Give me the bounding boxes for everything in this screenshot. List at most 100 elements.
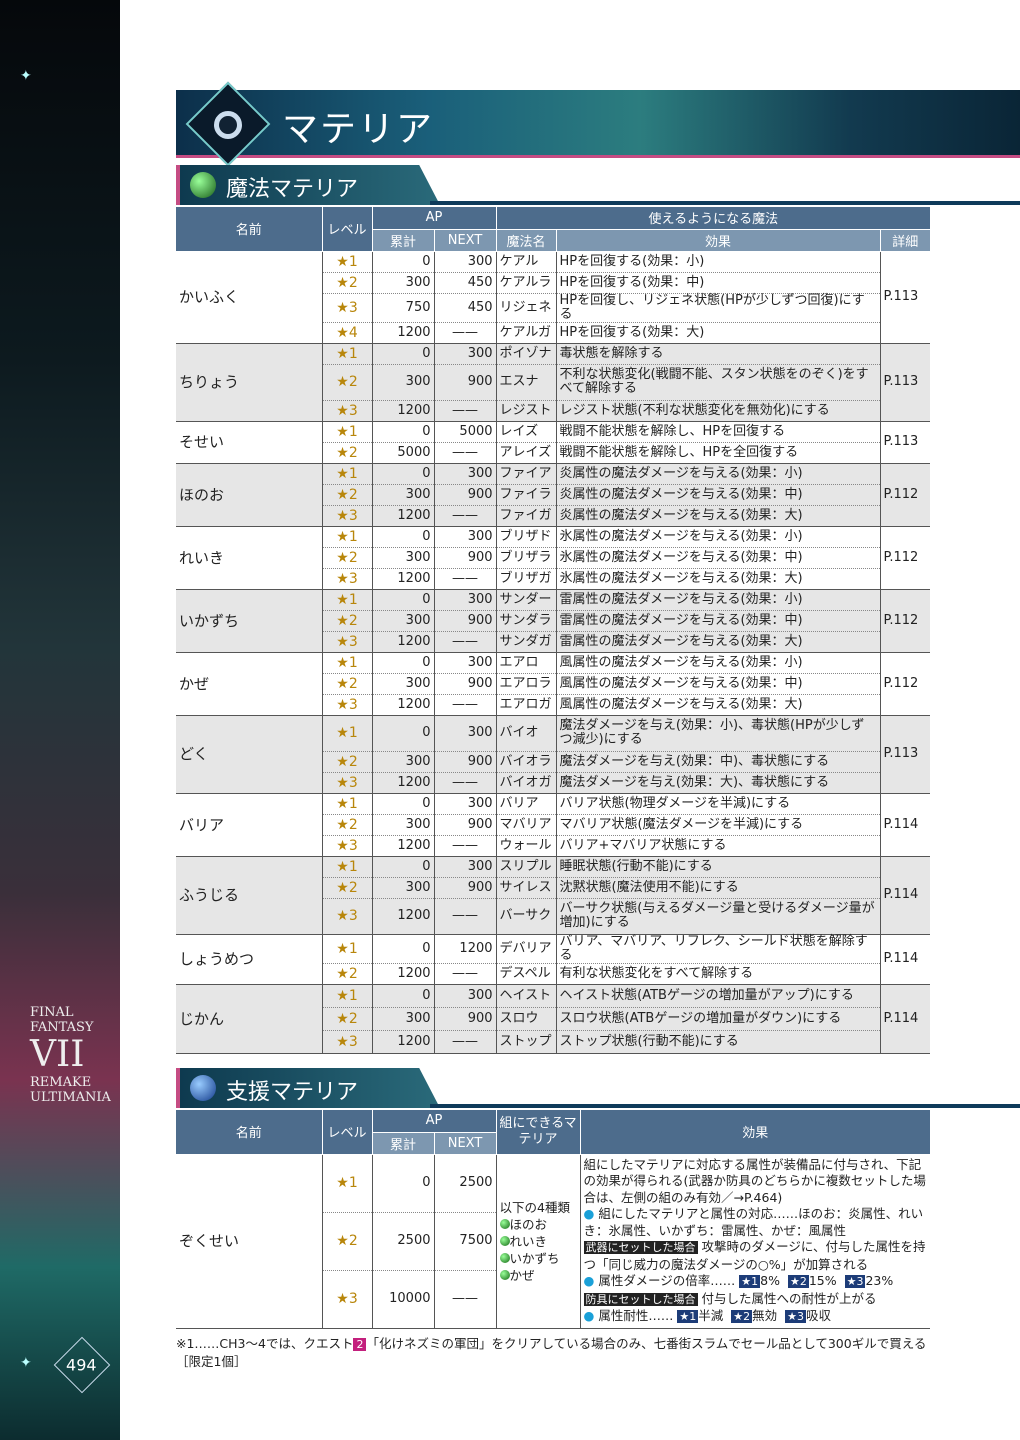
table-row: ★4 1200 —— ケアルガ HPを回復する(効果：大) (176, 322, 930, 344)
logo-line: REMAKE (30, 1075, 92, 1090)
ap-total: 750 (371, 293, 434, 323)
ap-next: 300 (433, 343, 497, 365)
table-row: ★2 5000 —— アレイズ 戦闘不能状態を解除し、HPを全回復する (176, 442, 930, 464)
materia-name: バリア (176, 793, 322, 857)
level: ★3 (321, 772, 372, 794)
table-row: どく ★1 0 300 バイオ 魔法ダメージを与え(効果：小)、毒状態(HPが少しずつ減少… (176, 715, 931, 794)
ap-total: 300 (371, 1007, 434, 1031)
ap-next: 900 (433, 547, 497, 569)
level: ★4 (321, 322, 372, 344)
level: ★3 (321, 568, 372, 590)
ap-total: 10000 (371, 1270, 434, 1329)
spell-name: ファイラ (495, 484, 557, 506)
spell-name: ウォール (495, 835, 557, 857)
ap-next: —— (433, 835, 497, 857)
spell-effect: 雷属性の魔法ダメージを与える(効果：小) (555, 589, 881, 611)
level: ★3 (321, 694, 372, 716)
ap-total: 300 (371, 547, 434, 569)
ap-next: —— (433, 694, 497, 716)
ap-total: 1200 (371, 631, 434, 653)
ap-next: 300 (433, 856, 497, 878)
ap-next: —— (433, 1270, 497, 1329)
level: ★1 (321, 421, 372, 443)
table-row: いかずち ★1 0 300 サンダー 雷属性の魔法ダメージを与える(効果：小) P.112 (176, 589, 931, 653)
table-row: ★2 300 900 スロウ スロウ状態(ATBゲージの増加量がダウン)にする (176, 1007, 930, 1031)
table-row: ★2 300 900 サンダラ 雷属性の魔法ダメージを与える(効果：中) (176, 610, 930, 632)
ap-next: 300 (433, 463, 497, 485)
level: ★1 (321, 251, 372, 273)
ap-next: 2500 (433, 1154, 497, 1213)
table-row: かぜ ★1 0 300 エアロ 風属性の魔法ダメージを与える(効果：小) P.112 (176, 652, 931, 716)
spell-effect: バーサク状態(与えるダメージ量と受けるダメージ量が増加)にする (555, 898, 881, 935)
ap-total: 0 (371, 1154, 434, 1213)
spell-effect: 雷属性の魔法ダメージを与える(効果：大) (555, 631, 881, 653)
spell-effect: 戦闘不能状態を解除し、HPを全回復する (555, 442, 881, 464)
spell-effect: 不利な状態変化(戦闘不能、スタン状態をのぞく)をすべて解除する (555, 364, 881, 401)
ap-total: 0 (371, 652, 434, 674)
level: ★3 (321, 505, 372, 527)
table-row: ★2 300 900 エスナ 不利な状態変化(戦闘不能、スタン状態をのぞく)をすべて解除… (176, 364, 930, 401)
spell-name: バイオラ (495, 751, 557, 773)
materia-name: ほのお (176, 463, 322, 527)
ap-next: 900 (433, 814, 497, 836)
level: ★3 (321, 400, 372, 422)
level: ★2 (321, 442, 372, 464)
level: ★3 (321, 1270, 372, 1329)
spell-name: ストップ (495, 1030, 557, 1054)
spell-name: リジェネ (495, 293, 557, 323)
detail-page: P.112 (879, 589, 931, 653)
ap-total: 300 (371, 877, 434, 899)
header-spells: 使えるようになる魔法 (495, 207, 931, 230)
ap-next: —— (433, 772, 497, 794)
materia-name: そせい (176, 421, 322, 464)
spell-effect: 睡眠状態(行動不能)にする (555, 856, 881, 878)
level: ★2 (321, 484, 372, 506)
spell-effect: 風属性の魔法ダメージを与える(効果：大) (555, 694, 881, 716)
spell-effect: 氷属性の魔法ダメージを与える(効果：中) (555, 547, 881, 569)
table-row: ★2 300 900 ファイラ 炎属性の魔法ダメージを与える(効果：中) (176, 484, 930, 506)
ap-next: —— (433, 400, 497, 422)
ap-total: 300 (371, 484, 434, 506)
table-row: じかん ★1 0 300 ヘイスト ヘイスト状態(ATBゲージの増加量がアップ)にする P.… (176, 984, 931, 1054)
weapon-badge: 武器にセットした場合 (583, 1241, 698, 1254)
ap-total: 300 (371, 610, 434, 632)
spell-name: サイレス (495, 877, 557, 899)
spell-name: バイオガ (495, 772, 557, 794)
magic-materia-header: 魔法マテリア (176, 165, 1020, 205)
header-name: 名前 (176, 207, 322, 252)
ap-total: 5000 (371, 442, 434, 464)
ap-next: 5000 (433, 421, 497, 443)
blue-materia-icon (190, 1075, 216, 1101)
detail-page: P.114 (879, 793, 931, 857)
ap-total: 1200 (371, 322, 434, 344)
header-name: 名前 (176, 1110, 322, 1155)
level: ★2 (321, 963, 372, 985)
spell-name: ケアルラ (495, 272, 557, 294)
ap-total: 1200 (371, 568, 434, 590)
spell-name: エアロラ (495, 673, 557, 695)
footnote: ※1……CH3～4では、クエスト 2 「化けネズミの軍団」をクリアしている場合のみ、… (176, 1336, 927, 1369)
ap-total: 2500 (371, 1212, 434, 1271)
green-materia-icon (499, 1269, 510, 1280)
spell-name: スリプル (495, 856, 557, 878)
pair-item: かぜ (499, 1267, 577, 1284)
ap-next: 900 (433, 673, 497, 695)
spell-name: ファイア (495, 463, 557, 485)
level: ★1 (321, 715, 372, 752)
table-row: ほのお ★1 0 300 ファイア 炎属性の魔法ダメージを与える(効果：小) P.112 (176, 463, 931, 527)
level: ★2 (321, 272, 372, 294)
level: ★2 (321, 1212, 372, 1271)
pair-item: れいき (499, 1233, 577, 1250)
ap-total: 0 (371, 856, 434, 878)
detail-page: P.112 (879, 526, 931, 590)
ap-total: 0 (371, 793, 434, 815)
ap-next: —— (433, 1030, 497, 1054)
ap-total: 300 (371, 814, 434, 836)
magic-materia-table: 名前 レベル AP 使えるようになる魔法 累計 NEXT 魔法名 効果 詳細 か… (176, 207, 931, 1054)
ap-total: 0 (371, 526, 434, 548)
spell-name: ポイゾナ (495, 343, 557, 365)
spell-effect: ストップ状態(行動不能)にする (555, 1030, 881, 1054)
ap-next: 300 (433, 526, 497, 548)
page-title-banner: マテリア (176, 81, 1020, 167)
table-row: ★3 1200 —— レジスト レジスト状態(不利な状態変化を無効化)にする (176, 400, 930, 422)
